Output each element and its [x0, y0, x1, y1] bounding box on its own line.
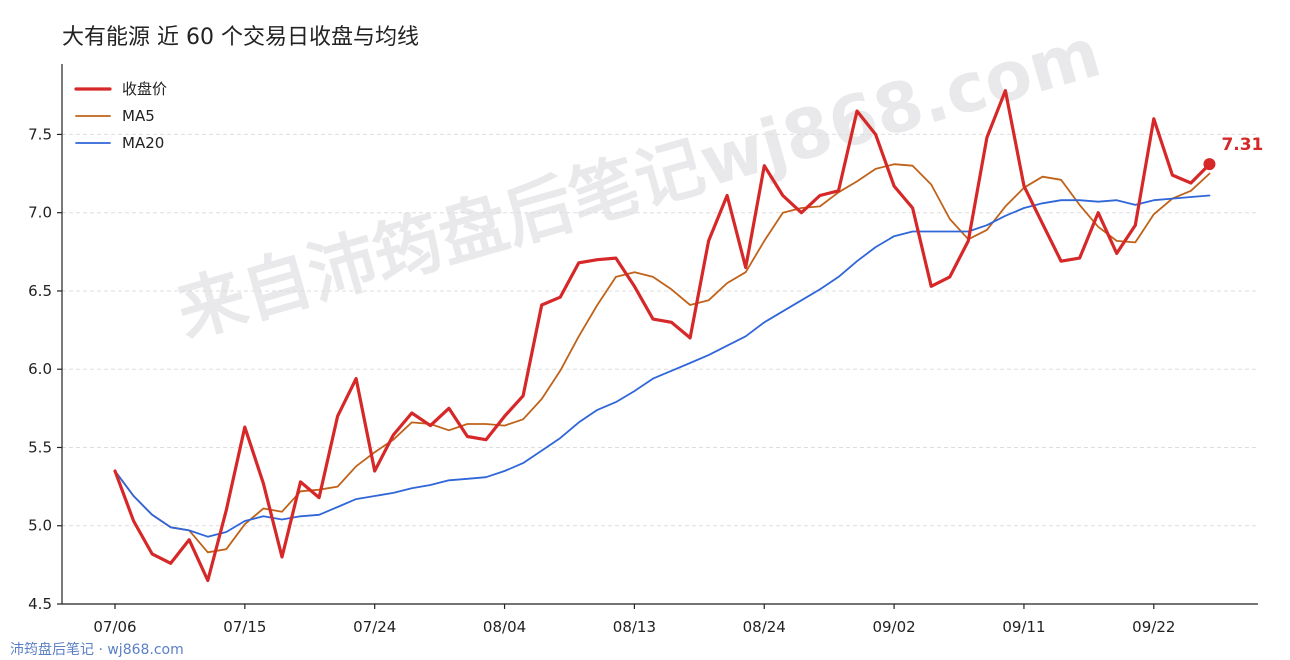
y-tick-label: 4.5	[28, 595, 52, 613]
watermark-text: 来自沛筠盘后笔记wj868.com	[169, 14, 1110, 353]
x-tick-label: 09/02	[872, 618, 915, 636]
series-line-0	[113, 88, 1212, 583]
y-tick-label: 5.0	[28, 517, 52, 535]
x-tick-label: 08/24	[743, 618, 786, 636]
last-point-marker	[1203, 158, 1216, 171]
legend: 收盘价 MA5 MA20	[74, 80, 167, 152]
series-line-2	[114, 194, 1211, 538]
y-tick-label: 7.0	[28, 204, 52, 222]
x-tick-label: 08/13	[613, 618, 656, 636]
series-lines	[113, 88, 1212, 583]
x-tick-label: 09/11	[1002, 618, 1045, 636]
footer-credit: 沛筠盘后笔记 · wj868.com	[10, 641, 184, 658]
gridlines	[62, 133, 1258, 605]
x-tick-label: 08/04	[483, 618, 526, 636]
x-ticks: 07/06 07/15 07/24 08/04 08/13 08/24 09/02 09/11…	[93, 604, 1175, 636]
x-tick-label: 07/24	[353, 618, 396, 636]
last-point-label: 7.31	[1221, 135, 1263, 155]
y-tick-label: 5.5	[28, 438, 52, 456]
legend-label: MA20	[122, 134, 164, 152]
y-ticks: 4.5 5.0 5.5 6.0 6.5 7.0 7.5	[28, 125, 62, 613]
y-tick-label: 6.0	[28, 360, 52, 378]
legend-label: 收盘价	[122, 80, 167, 98]
x-tick-label: 09/22	[1132, 618, 1175, 636]
legend-label: MA5	[122, 107, 155, 125]
last-point: 7.31	[1203, 135, 1263, 171]
x-tick-label: 07/06	[93, 618, 136, 636]
y-tick-label: 7.5	[28, 125, 52, 143]
watermark: 来自沛筠盘后笔记wj868.com	[169, 14, 1110, 353]
series-line-1	[114, 163, 1211, 554]
y-tick-label: 6.5	[28, 282, 52, 300]
chart-title: 大有能源 近 60 个交易日收盘与均线	[62, 25, 419, 50]
x-tick-label: 07/15	[223, 618, 266, 636]
